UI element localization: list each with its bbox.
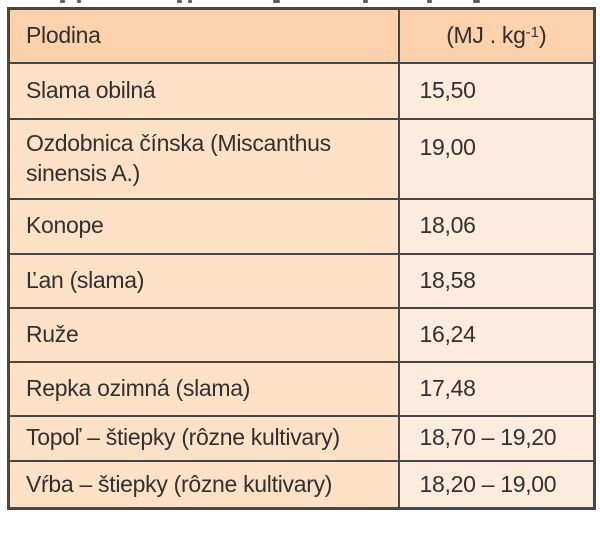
value-cell: 16,24: [397, 306, 596, 363]
caption-fragment-mark: [273, 0, 280, 3]
crop-cell: Ľan (slama): [7, 252, 400, 309]
crop-cell: Repka ozimná (slama): [7, 360, 400, 417]
value-cell: 18,70 – 19,20: [397, 414, 596, 462]
table-row: Repka ozimná (slama) 17,48: [7, 360, 596, 417]
unit-close-paren: ): [538, 22, 547, 49]
table-row: Ruže 16,24: [7, 306, 596, 363]
header-cell-unit: (MJ . kg-1): [397, 7, 596, 64]
caption-fragment-mark: [77, 0, 81, 3]
value-cell: 18,20 – 19,00: [397, 459, 596, 510]
caption-fragment-mark: [473, 0, 480, 3]
crop-cell: Slama obilná: [7, 61, 400, 120]
crop-calorific-value-table: Plodina (MJ . kg-1) Slama obilná 15,50 O…: [7, 7, 596, 510]
caption-fragment-mark: [363, 0, 368, 3]
value-cell: 15,50: [397, 61, 596, 120]
crop-cell: Topoľ – štiepky (rôzne kultivary): [7, 414, 400, 462]
crop-cell: Vŕba – štiepky (rôzne kultivary): [7, 459, 400, 510]
table-row: Konope 18,06: [7, 197, 596, 255]
caption-fragment-mark: [427, 0, 432, 3]
crop-cell: Konope: [7, 197, 400, 255]
value-cell: 19,00: [397, 117, 596, 200]
table-row: Ozdobnica čínska (Miscanthus sinensis A.…: [7, 117, 596, 200]
value-cell: 17,48: [397, 360, 596, 417]
crop-cell: Ruže: [7, 306, 400, 363]
crop-cell: Ozdobnica čínska (Miscanthus sinensis A.…: [7, 117, 400, 200]
table-row: Topoľ – štiepky (rôzne kultivary) 18,70 …: [7, 414, 596, 462]
table-row: Ľan (slama) 18,58: [7, 252, 596, 309]
caption-fragment-mark: [177, 0, 182, 3]
header-cell-crop: Plodina: [7, 7, 400, 64]
value-cell: 18,58: [397, 252, 596, 309]
value-cell: 18,06: [397, 197, 596, 255]
unit-superscript: -1: [525, 24, 539, 42]
table-row: Vŕba – štiepky (rôzne kultivary) 18,20 –…: [7, 459, 596, 510]
caption-fragment-mark: [188, 0, 192, 3]
unit-text: (MJ . kg: [446, 22, 526, 49]
table-row: Slama obilná 15,50: [7, 61, 596, 120]
header-row: Plodina (MJ . kg-1): [7, 7, 596, 64]
caption-fragment-mark: [60, 0, 65, 3]
